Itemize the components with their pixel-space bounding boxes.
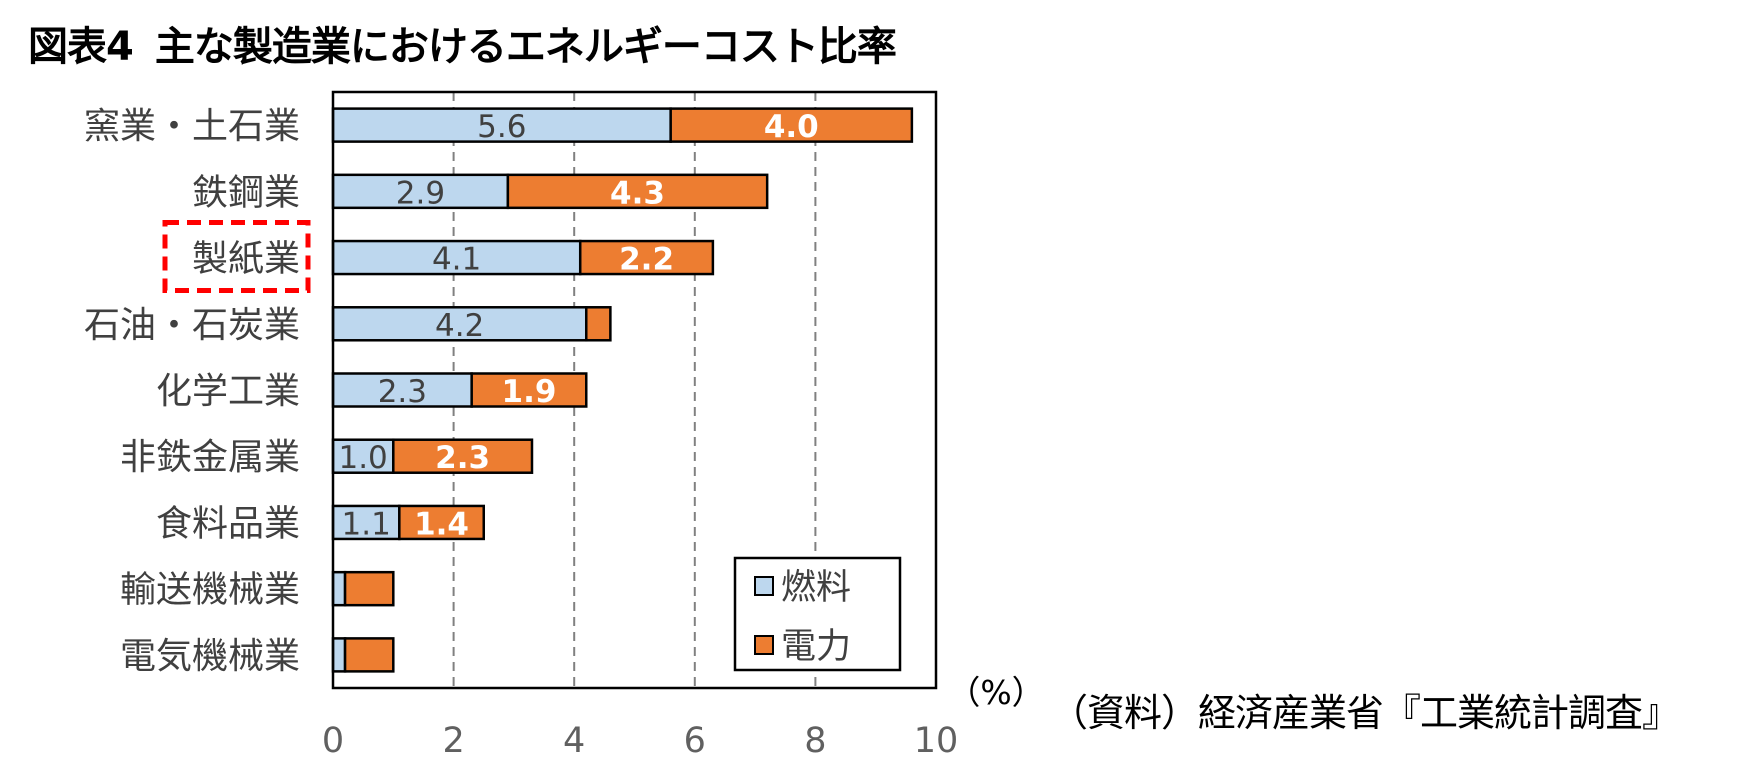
data-label: 1.4 <box>414 506 469 542</box>
x-unit-label: （%） <box>947 673 1044 712</box>
category-label: 製紙業 <box>192 239 300 280</box>
data-label: 5.6 <box>477 109 526 145</box>
bar-electricity <box>470 372 588 408</box>
category-label: 鉄鋼業 <box>192 172 300 213</box>
bar-fuel <box>331 637 347 673</box>
bar-electricity <box>343 637 395 673</box>
x-tick-label: 8 <box>804 721 826 761</box>
x-tick-label: 4 <box>563 721 585 761</box>
bar-electricity <box>585 306 612 342</box>
bar-electricity <box>398 504 485 541</box>
legend-swatch <box>754 635 774 655</box>
bar-electricity <box>506 173 769 210</box>
legend-swatch <box>754 576 774 596</box>
bar-electricity <box>343 570 395 607</box>
data-label: 1.9 <box>502 374 557 410</box>
bar-fuel <box>331 239 582 276</box>
bar-fuel <box>331 173 510 210</box>
x-tick-label: 6 <box>684 721 706 761</box>
data-label: 4.1 <box>432 242 481 278</box>
data-label: 1.0 <box>338 440 387 476</box>
data-label: 2.9 <box>396 175 445 211</box>
data-label: 2.2 <box>619 242 674 278</box>
category-label: 食料品業 <box>156 503 300 544</box>
category-label: 非鉄金属業 <box>120 437 300 478</box>
title-text: 主な製造業におけるエネルギーコスト比率 <box>154 24 897 70</box>
data-label: 2.3 <box>435 440 490 476</box>
x-tick-label: 2 <box>442 721 464 761</box>
legend-label: 電力 <box>781 627 851 667</box>
legend-label: 燃料 <box>781 568 851 608</box>
plot-frame <box>331 90 938 690</box>
bar-electricity <box>578 239 715 276</box>
data-label: 2.3 <box>378 374 427 410</box>
bar-fuel <box>331 570 347 607</box>
bar-electricity <box>392 438 534 474</box>
figure-number: 図表4 <box>28 24 134 70</box>
data-label: 1.1 <box>342 506 391 542</box>
data-label: 4.0 <box>764 109 819 145</box>
source-note: （資料）経済産業省『工業統計調査』 <box>1050 691 1680 735</box>
bar-electricity <box>669 107 914 143</box>
category-label: 石油・石炭業 <box>84 305 300 346</box>
bar-fuel <box>331 107 672 143</box>
category-label: 輸送機械業 <box>120 570 300 611</box>
bar-fuel <box>331 504 401 541</box>
data-label: 4.2 <box>435 308 484 344</box>
highlight-box <box>162 220 311 294</box>
x-tick-label: 10 <box>914 721 959 761</box>
category-label: 化学工業 <box>156 371 300 412</box>
category-label: 電気機械業 <box>120 636 300 677</box>
category-label: 窯業・土石業 <box>84 106 300 147</box>
chart-title: 図表4 主な製造業におけるエネルギーコスト比率 <box>28 14 897 72</box>
x-tick-label: 0 <box>322 721 344 761</box>
data-label: 4.3 <box>610 175 665 211</box>
